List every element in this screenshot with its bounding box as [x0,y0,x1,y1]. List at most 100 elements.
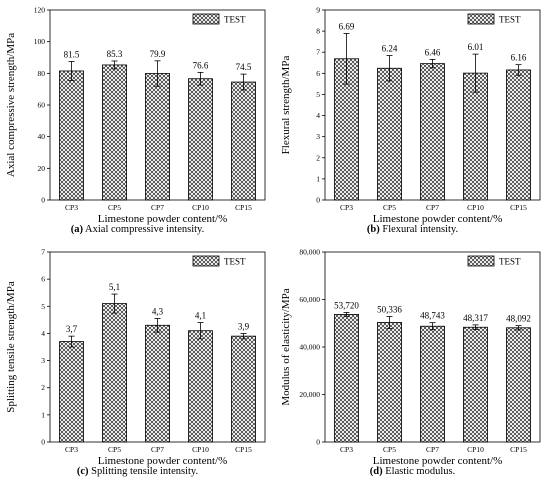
value-label: 6.69 [339,21,355,31]
x-tick-label: CP7 [151,445,164,454]
y-tick-label: 100 [34,37,46,46]
bar-cp5 [102,303,127,443]
y-tick-label: 20,000 [299,390,320,399]
x-tick-label: CP10 [467,445,484,454]
chart-flexural: 0 1 2 3 4 5 6 7 8 9 6.69 CP3 6.24 CP5 6.46 CP7 6.01 CP10 6… [280,6,541,225]
chart-axial-compressive: 0 20 40 60 80 100 120 81.5 CP3 85.3 CP5 79.9 CP7 76.6… [5,6,266,225]
y-tick-label: 7 [316,48,320,57]
y-tick-label: 1 [41,410,45,419]
y-tick-label: 5 [41,302,45,311]
y-axis-label: Splitting tensile strength/MPa [5,281,17,413]
caption-text: Flexural intensity. [379,224,459,235]
panel-splitting-tensile: 0 1 2 3 4 5 6 7 3,7 CP3 5,1 CP5 4,3 CP7 4,1 CP10 3,9 CP15… [0,242,275,483]
y-tick-label: 4 [316,111,320,120]
value-label: 79.9 [150,49,166,59]
y-tick-label: 4 [41,329,45,338]
caption-letter: (d) [369,466,383,477]
value-label: 85.3 [107,49,123,59]
y-tick-label: 0 [316,196,320,205]
y-tick-label: 3 [316,132,320,141]
panel-flexural: 0 1 2 3 4 5 6 7 8 9 6.69 CP3 6.24 CP5 6.46 CP7 6.01 CP10 6… [275,0,550,241]
bar-cp7 [420,325,445,443]
y-tick-label: 2 [41,383,45,392]
y-tick-label: 0 [316,438,320,447]
legend-label: TEST [224,257,246,267]
x-axis-label: Limestone powder content/% [98,455,228,467]
value-label: 5,1 [109,282,120,292]
x-axis-label: Limestone powder content/% [98,213,228,225]
bar-cp7 [145,73,170,201]
chart-splitting-tensile: 0 1 2 3 4 5 6 7 3,7 CP3 5,1 CP5 4,3 CP7 4,1 CP10 3,9 CP15… [5,248,266,467]
y-tick-label: 0 [41,438,45,447]
caption-b: (b) Flexural intensity. [275,224,550,235]
caption-d: (d) Elastic modulus. [275,466,550,477]
value-label: 48,743 [420,311,445,321]
x-tick-label: CP15 [235,445,252,454]
value-label: 74.5 [236,62,252,72]
x-tick-label: CP5 [108,445,121,454]
value-label: 4,3 [152,307,164,317]
caption-text: Axial compressive intensity. [83,224,205,235]
bar-cp3 [59,341,84,443]
x-tick-label: CP3 [340,203,353,212]
value-label: 48,092 [506,314,531,324]
y-tick-label: 3 [41,356,45,365]
bar-cp10 [463,326,488,443]
x-tick-label: CP7 [151,203,164,212]
panel-elastic-modulus: 0 20,000 40,000 60,000 80,000 53,720 CP3 50,336… [275,242,550,483]
bar-cp15 [506,327,531,443]
bar-cp5 [102,64,127,201]
value-label: 6.46 [425,47,441,57]
caption-letter: (b) [366,224,380,235]
x-tick-label: CP5 [108,203,121,212]
caption-text: Splitting tensile intensity. [88,466,199,477]
y-tick-label: 60 [38,101,46,110]
y-tick-label: 0 [41,196,45,205]
caption-a: (a) Axial compressive intensity. [0,224,275,235]
caption-letter: (a) [70,224,84,235]
bar-cp10 [463,72,488,201]
y-tick-label: 80,000 [299,248,320,257]
x-tick-label: CP7 [426,445,439,454]
y-axis-label: Flexural strength/MPa [280,56,292,155]
y-axis-label: Modulus of elasticity/MPa [280,288,292,405]
y-tick-label: 40,000 [299,343,320,352]
y-tick-label: 120 [34,6,46,15]
caption-letter: (c) [76,466,89,477]
legend-swatch [192,13,220,25]
y-tick-label: 7 [41,248,45,257]
y-tick-label: 9 [316,6,320,15]
bar-cp5 [377,322,402,443]
legend-swatch [467,255,495,267]
x-axis-label: Limestone powder content/% [373,455,503,467]
value-label: 4,1 [195,311,206,321]
x-tick-label: CP3 [65,445,78,454]
x-tick-label: CP7 [426,203,439,212]
y-tick-label: 1 [316,174,320,183]
value-label: 50,336 [377,305,402,315]
x-tick-label: CP10 [192,445,209,454]
x-axis-label: Limestone powder content/% [373,213,503,225]
value-label: 76.6 [193,60,209,70]
bar-cp10 [188,330,213,443]
caption-text: Elastic modulus. [382,466,456,477]
x-tick-label: CP3 [340,445,353,454]
caption-c: (c) Splitting tensile intensity. [0,466,275,477]
bar-cp7 [420,63,445,201]
legend-swatch [192,255,220,267]
bar-cp15 [231,335,256,443]
chart-elastic-modulus: 0 20,000 40,000 60,000 80,000 53,720 CP3 50,336… [280,248,541,467]
value-label: 3,9 [238,321,250,331]
x-tick-label: CP15 [510,445,527,454]
bar-cp3 [334,314,359,443]
bar-cp15 [231,81,256,201]
y-axis-label: Axial compressive strength/MPa [5,33,17,177]
value-label: 53,720 [334,301,359,311]
y-tick-label: 6 [41,275,45,284]
value-label: 3,7 [66,324,78,334]
value-label: 6.16 [511,53,527,63]
value-label: 6.01 [468,42,484,52]
legend-label: TEST [499,257,521,267]
bar-cp7 [145,324,170,443]
legend-label: TEST [499,15,521,25]
